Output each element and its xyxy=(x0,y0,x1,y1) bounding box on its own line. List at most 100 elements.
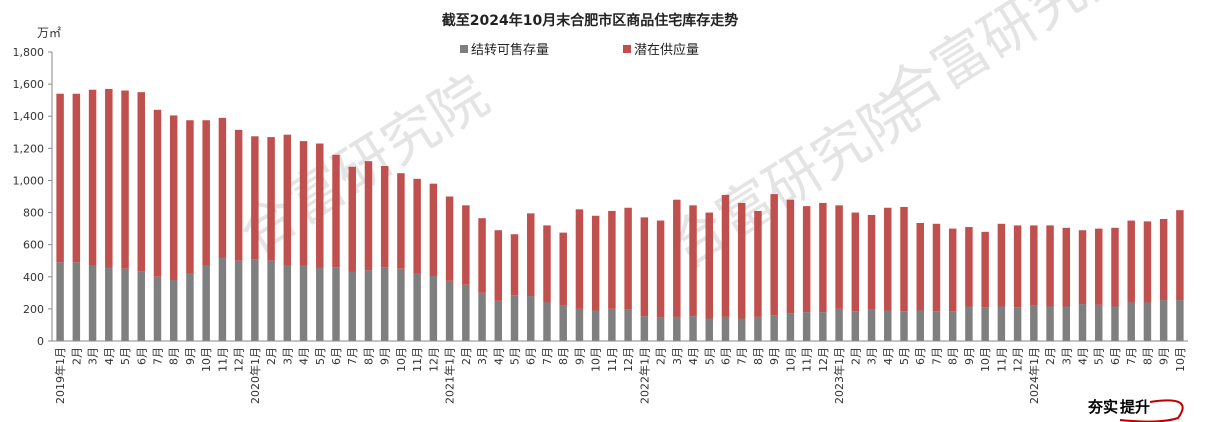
x-tick-label: 3月 xyxy=(866,347,879,365)
bar-stock xyxy=(478,292,486,341)
x-tick-label: 5月 xyxy=(509,347,522,365)
bar-supply xyxy=(251,136,259,260)
x-tick-label: 8月 xyxy=(752,347,765,365)
bar-stock xyxy=(1095,304,1103,342)
x-tick-label: 12月 xyxy=(1012,347,1025,372)
x-tick-label: 2月 xyxy=(70,347,83,365)
bar-stock xyxy=(364,270,373,341)
x-tick-label: 9月 xyxy=(1158,347,1171,365)
bar-supply xyxy=(705,212,713,319)
x-tick-label: 2月 xyxy=(1044,347,1057,365)
bar-supply xyxy=(478,218,486,293)
x-tick-label: 5月 xyxy=(898,347,911,365)
x-tick-label: 7月 xyxy=(736,347,749,365)
bar-stock xyxy=(737,318,746,341)
x-tick-label: 10月 xyxy=(979,347,992,372)
bar-supply xyxy=(494,230,503,301)
bar-stock xyxy=(72,262,81,341)
x-axis: 2019年1月 2月 3月 4月 5月 6月 7月 8月 9月 10月 11月 12月 2020年1月 2… xyxy=(52,340,1188,404)
x-tick-label: 11月 xyxy=(216,347,229,372)
bar-stock xyxy=(575,308,584,341)
x-tick-label: 5月 xyxy=(314,347,327,365)
y-tick-label: 600 xyxy=(23,239,44,252)
bar-stock xyxy=(1143,302,1152,341)
bar-supply xyxy=(462,205,470,285)
bar-supply xyxy=(348,166,356,272)
x-tick-label: 6月 xyxy=(330,347,343,365)
x-tick-label: 3月 xyxy=(671,347,684,365)
x-tick-label: 4月 xyxy=(492,347,505,365)
bar-supply xyxy=(737,202,746,319)
bar-supply xyxy=(283,134,292,266)
bar-supply xyxy=(640,217,649,317)
bar-supply xyxy=(234,129,243,261)
bar-stock xyxy=(559,305,567,341)
bar-stock xyxy=(835,308,843,341)
x-tick-label: 10月 xyxy=(590,347,603,372)
bar-supply xyxy=(1159,218,1168,301)
bar-stock xyxy=(705,318,713,341)
bar-stock xyxy=(786,313,795,341)
bar-stock xyxy=(884,310,892,341)
bar-supply xyxy=(1176,210,1184,301)
x-tick-label: 8月 xyxy=(947,347,960,365)
bar-stock xyxy=(137,271,145,341)
x-tick-label: 5月 xyxy=(119,347,132,365)
bar-stock xyxy=(689,316,697,341)
bar-supply xyxy=(527,213,535,297)
bar-stock xyxy=(1176,300,1184,341)
bar-supply xyxy=(851,212,860,312)
x-tick-label: 2019年1月 xyxy=(53,347,67,404)
bar-stock xyxy=(656,317,665,341)
x-tick-label: 11月 xyxy=(801,347,814,372)
bar-stock xyxy=(1062,306,1071,341)
bar-supply xyxy=(673,199,681,317)
bar-supply xyxy=(445,196,454,281)
bar-stock xyxy=(754,316,762,341)
x-tick-label: 11月 xyxy=(606,347,619,372)
x-tick-label: 6月 xyxy=(135,347,148,365)
bar-stock xyxy=(965,306,973,341)
legend-swatch-supply xyxy=(623,45,631,53)
bar-stock xyxy=(56,262,64,341)
x-tick-label: 12月 xyxy=(233,347,246,372)
x-tick-label: 2022年1月 xyxy=(637,347,651,404)
x-tick-label: 4月 xyxy=(298,347,311,365)
bar-supply xyxy=(186,120,194,274)
bar-supply xyxy=(835,205,843,309)
bar-supply xyxy=(948,228,957,312)
bar-supply xyxy=(1062,227,1071,307)
x-tick-label: 4月 xyxy=(687,347,700,365)
x-tick-label: 3月 xyxy=(87,347,100,365)
bar-stock xyxy=(283,265,292,341)
bar-stock xyxy=(153,276,162,341)
bar-stock xyxy=(494,300,503,341)
bar-supply xyxy=(1030,225,1038,306)
bar-stock xyxy=(1030,305,1038,341)
y-axis: 0 200 400 600 800 1,000 1,200 1,400 1,600 1,800 xyxy=(13,46,53,348)
unit-label: 万㎡ xyxy=(37,26,61,40)
x-tick-label: 11月 xyxy=(411,347,424,372)
x-tick-label: 8月 xyxy=(168,347,181,365)
x-tick-label: 6月 xyxy=(1109,347,1122,365)
bar-supply xyxy=(121,90,129,269)
bar-supply xyxy=(656,220,665,318)
bar-supply xyxy=(689,205,697,317)
bar-stock xyxy=(1127,302,1135,341)
x-tick-label: 2021年1月 xyxy=(443,347,457,404)
bar-stock xyxy=(673,316,681,341)
bar-supply xyxy=(510,234,519,296)
bar-stock xyxy=(851,311,860,341)
bar-stock xyxy=(640,316,649,341)
x-tick-label: 11月 xyxy=(995,347,1008,372)
x-tick-label: 4月 xyxy=(103,347,116,365)
brand-text-2: 提升 xyxy=(1120,398,1150,416)
x-tick-label: 2023年1月 xyxy=(832,347,846,404)
x-tick-label: 12月 xyxy=(427,347,440,372)
legend-label-supply: 潜在供应量 xyxy=(634,42,699,58)
y-tick-label: 1,600 xyxy=(13,78,45,91)
bar-supply xyxy=(559,232,567,306)
x-tick-label: 7月 xyxy=(151,347,164,365)
bar-stock xyxy=(445,280,454,341)
bar-supply xyxy=(397,173,405,269)
